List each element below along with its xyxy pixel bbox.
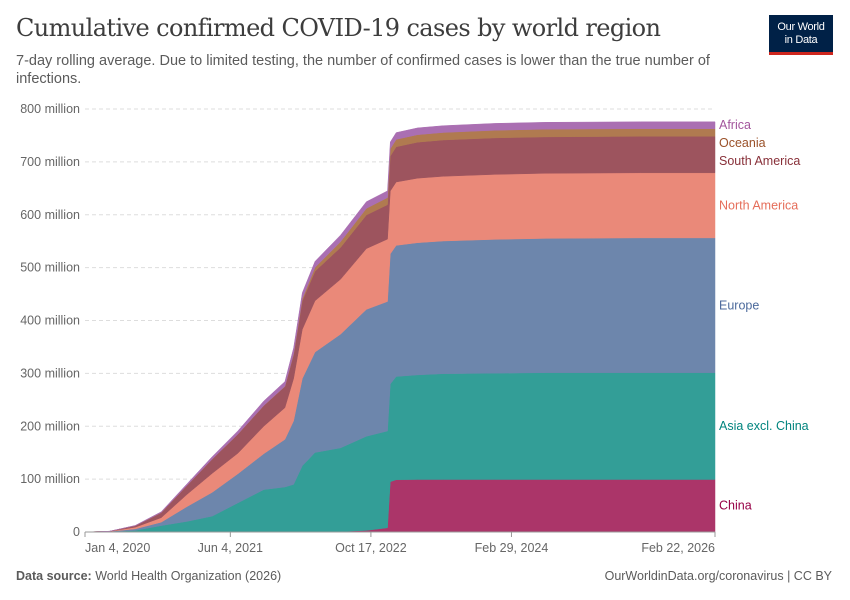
series-label-africa[interactable]: Africa (719, 118, 751, 132)
source-url[interactable]: OurWorldinData.org/coronavirus | CC BY (604, 569, 832, 583)
series-label-south-america[interactable]: South America (719, 154, 800, 168)
y-tick-label: 700 million (20, 155, 80, 169)
source-text: World Health Organization (2026) (95, 569, 282, 583)
x-tick-label: Jan 4, 2020 (85, 541, 150, 555)
y-tick-label: 400 million (20, 314, 80, 328)
x-tick-label: Oct 17, 2022 (335, 541, 407, 555)
series-label-asia-excl-china[interactable]: Asia excl. China (719, 419, 809, 433)
owid-logo[interactable]: Our World in Data (769, 15, 833, 55)
y-tick-label: 0 (73, 525, 80, 539)
y-tick-label: 600 million (20, 208, 80, 222)
series-labels: China Asia excl. China Europe North America… (719, 118, 809, 513)
logo-line-1: Our World (777, 20, 825, 33)
y-tick-label: 200 million (20, 419, 80, 433)
area-africa[interactable] (84, 121, 716, 533)
x-tick-label: Feb 29, 2024 (475, 541, 549, 555)
y-tick-label: 100 million (20, 472, 80, 486)
y-tick-label: 800 million (20, 102, 80, 116)
series-label-oceania[interactable]: Oceania (719, 136, 766, 150)
y-tick-label: 500 million (20, 261, 80, 275)
y-axis: 0 100 million 200 million 300 million 400 mi… (20, 102, 80, 539)
x-tick-label: Jun 4, 2021 (198, 541, 263, 555)
x-tick-label: Feb 22, 2026 (641, 541, 715, 555)
data-source: Data source: World Health Organization (… (16, 569, 281, 583)
x-axis: Jan 4, 2020 Jun 4, 2021 Oct 17, 2022 Feb 29… (84, 531, 716, 555)
chart-subtitle: 7-day rolling average. Due to limited te… (16, 53, 710, 87)
area-series (84, 121, 716, 533)
source-label: Data source: (16, 569, 92, 583)
y-tick-label: 300 million (20, 366, 80, 380)
series-label-north-america[interactable]: North America (719, 198, 798, 212)
series-label-europe[interactable]: Europe (719, 298, 759, 312)
chart-title: Cumulative confirmed COVID-19 cases by w… (16, 14, 661, 42)
logo-line-2: in Data (784, 33, 818, 46)
series-label-china[interactable]: China (719, 499, 752, 513)
